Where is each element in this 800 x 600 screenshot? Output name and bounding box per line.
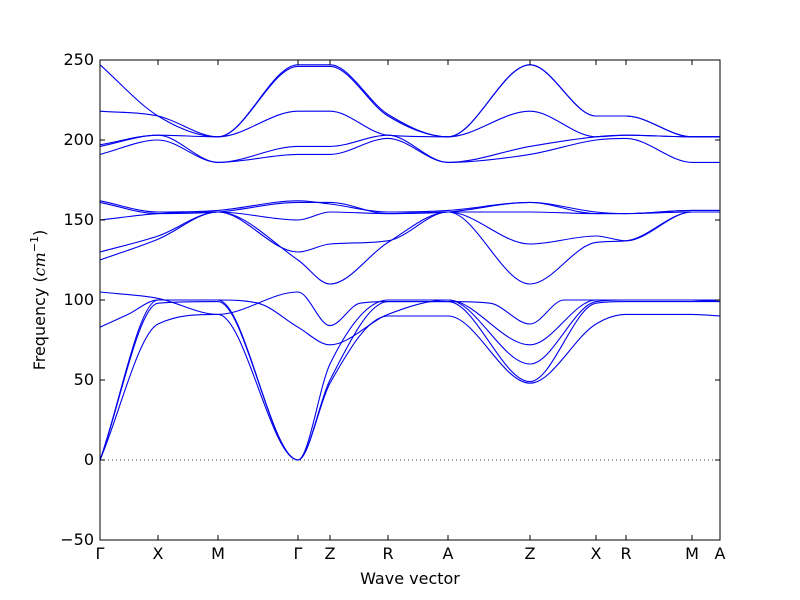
phonon-branch-7 xyxy=(99,211,720,253)
x-axis-label: Wave vector xyxy=(360,569,460,588)
y-tick-label: −50 xyxy=(60,530,94,549)
y-tick-label: 0 xyxy=(84,450,94,469)
x-tick-label: R xyxy=(620,544,631,563)
y-tick-label: 150 xyxy=(63,210,94,229)
y-axis-label-exp: −1 xyxy=(28,236,41,252)
phonon-branch-11 xyxy=(99,137,720,163)
x-tick-label: Γ xyxy=(96,544,105,563)
phonon-branch-6 xyxy=(99,211,720,285)
y-axis-label-text: Frequency ( xyxy=(30,276,49,370)
y-axis-label-close: ) xyxy=(30,230,49,236)
x-tick-label: M xyxy=(685,544,699,563)
y-tick-label: 50 xyxy=(74,370,94,389)
phonon-branch-14 xyxy=(99,64,721,138)
y-tick-label: 200 xyxy=(63,130,94,149)
phonon-branch-12 xyxy=(99,134,721,163)
x-tick-label: X xyxy=(591,544,602,563)
y-axis-label: Frequency (cm−1) xyxy=(28,230,49,371)
series-layer xyxy=(99,64,721,461)
x-tick-label: M xyxy=(211,544,225,563)
y-tick-label: 100 xyxy=(63,290,94,309)
x-tick-label: A xyxy=(443,544,454,563)
x-tick-label: Z xyxy=(525,544,536,563)
x-tick-label: X xyxy=(153,544,164,563)
phonon-branch-10 xyxy=(99,200,720,215)
y-tick-label: 250 xyxy=(63,50,94,69)
x-tick-label: R xyxy=(382,544,393,563)
phonon-branch-4 xyxy=(99,299,721,346)
phonon-branch-2 xyxy=(99,301,720,461)
phonon-branch-5 xyxy=(99,291,720,327)
x-tick-label: Z xyxy=(325,544,336,563)
phonon-branch-1 xyxy=(99,313,721,461)
phonon-branch-3 xyxy=(99,299,721,461)
x-tick-label: Γ xyxy=(294,544,303,563)
y-axis-label-unit: cm xyxy=(30,252,49,276)
x-tick-label: A xyxy=(715,544,726,563)
y-axis: −50 0 50 100 150 200 250 xyxy=(60,50,720,549)
phonon-branch-15 xyxy=(99,64,721,138)
